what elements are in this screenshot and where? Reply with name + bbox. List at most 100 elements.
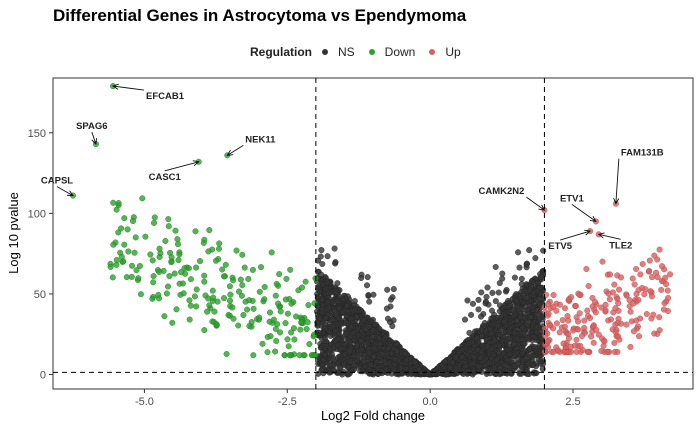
gene-arrowhead: [111, 83, 119, 90]
point-ns: [390, 317, 397, 324]
point-up: [584, 307, 591, 314]
point-ns: [408, 355, 415, 362]
point-up: [647, 288, 654, 295]
point-up: [650, 311, 657, 318]
point-ns: [470, 300, 477, 307]
point-ns: [494, 323, 501, 330]
point-up: [651, 252, 658, 259]
point-ns: [529, 353, 536, 360]
point-ns: [462, 316, 469, 323]
point-ns: [486, 359, 493, 366]
point-ns: [493, 357, 500, 364]
gene-arrowhead: [597, 232, 605, 239]
point-down: [137, 291, 144, 298]
point-down: [261, 296, 268, 303]
point-down: [276, 271, 283, 278]
legend-item-up: Up: [429, 45, 461, 59]
point-ns: [393, 340, 400, 347]
point-down: [174, 236, 181, 243]
point-down: [205, 295, 212, 302]
point-ns: [359, 368, 366, 375]
point-ns: [515, 356, 522, 363]
point-up: [633, 291, 640, 298]
point-up: [544, 338, 551, 345]
point-ns: [471, 354, 478, 361]
point-ns: [526, 287, 533, 294]
point-ns: [540, 247, 547, 254]
point-up: [572, 303, 579, 310]
point-down: [277, 329, 284, 336]
point-ns: [315, 257, 322, 264]
point-ns: [341, 351, 348, 358]
point-ns: [334, 280, 341, 287]
point-ns: [322, 325, 329, 332]
point-down: [120, 258, 127, 265]
point-up: [585, 313, 592, 320]
point-down: [212, 257, 219, 264]
point-ns: [518, 275, 525, 282]
point-down: [128, 273, 135, 280]
gene-arrowhead: [584, 229, 592, 236]
point-ns: [382, 334, 389, 341]
point-ns: [534, 329, 541, 336]
point-ns: [511, 274, 518, 281]
point-ns: [523, 261, 530, 268]
point-ns: [537, 290, 544, 297]
point-ns: [532, 324, 539, 331]
point-down: [238, 292, 245, 299]
point-up: [631, 281, 638, 288]
point-up: [545, 310, 552, 317]
point-down: [187, 302, 194, 309]
point-up: [598, 304, 605, 311]
point-down: [176, 280, 183, 287]
point-ns: [469, 360, 476, 367]
point-ns: [484, 284, 491, 291]
point-down: [282, 320, 289, 327]
point-down: [123, 274, 130, 281]
point-ns: [353, 342, 360, 349]
point-ns: [518, 289, 525, 296]
point-ns: [503, 347, 510, 354]
point-down: [193, 303, 200, 310]
point-ns: [452, 354, 459, 361]
point-down: [288, 300, 295, 307]
point-ns: [510, 307, 517, 314]
point-ns: [518, 370, 525, 377]
point-down: [180, 290, 187, 297]
point-ns: [370, 327, 377, 334]
point-up: [595, 331, 602, 338]
point-ns: [496, 280, 503, 287]
point-down: [246, 323, 253, 330]
point-down: [150, 219, 157, 226]
point-up: [664, 287, 671, 294]
point-ns: [351, 352, 358, 359]
point-down: [213, 321, 220, 328]
point-ns: [365, 323, 372, 330]
gene-label: SPAG6: [76, 121, 108, 132]
point-up: [611, 281, 618, 288]
point-ns: [355, 325, 362, 332]
point-down: [302, 278, 309, 285]
point-ns: [478, 327, 485, 334]
point-down: [201, 327, 208, 334]
point-ns: [536, 348, 543, 355]
point-down: [206, 227, 213, 234]
point-down: [107, 263, 114, 270]
point-ns: [316, 288, 323, 295]
point-up: [602, 307, 609, 314]
point-ns: [519, 363, 526, 370]
point-up: [639, 261, 646, 268]
point-ns: [360, 358, 367, 365]
point-up: [573, 336, 580, 343]
point-down: [287, 266, 294, 273]
point-up: [629, 275, 636, 282]
point-ns: [324, 300, 331, 307]
point-up: [612, 305, 619, 312]
point-down: [186, 316, 193, 323]
point-down: [274, 321, 281, 328]
point-ns: [534, 280, 541, 287]
point-ns: [365, 349, 372, 356]
point-down: [187, 276, 194, 283]
point-down: [222, 261, 229, 268]
point-down: [227, 291, 234, 298]
